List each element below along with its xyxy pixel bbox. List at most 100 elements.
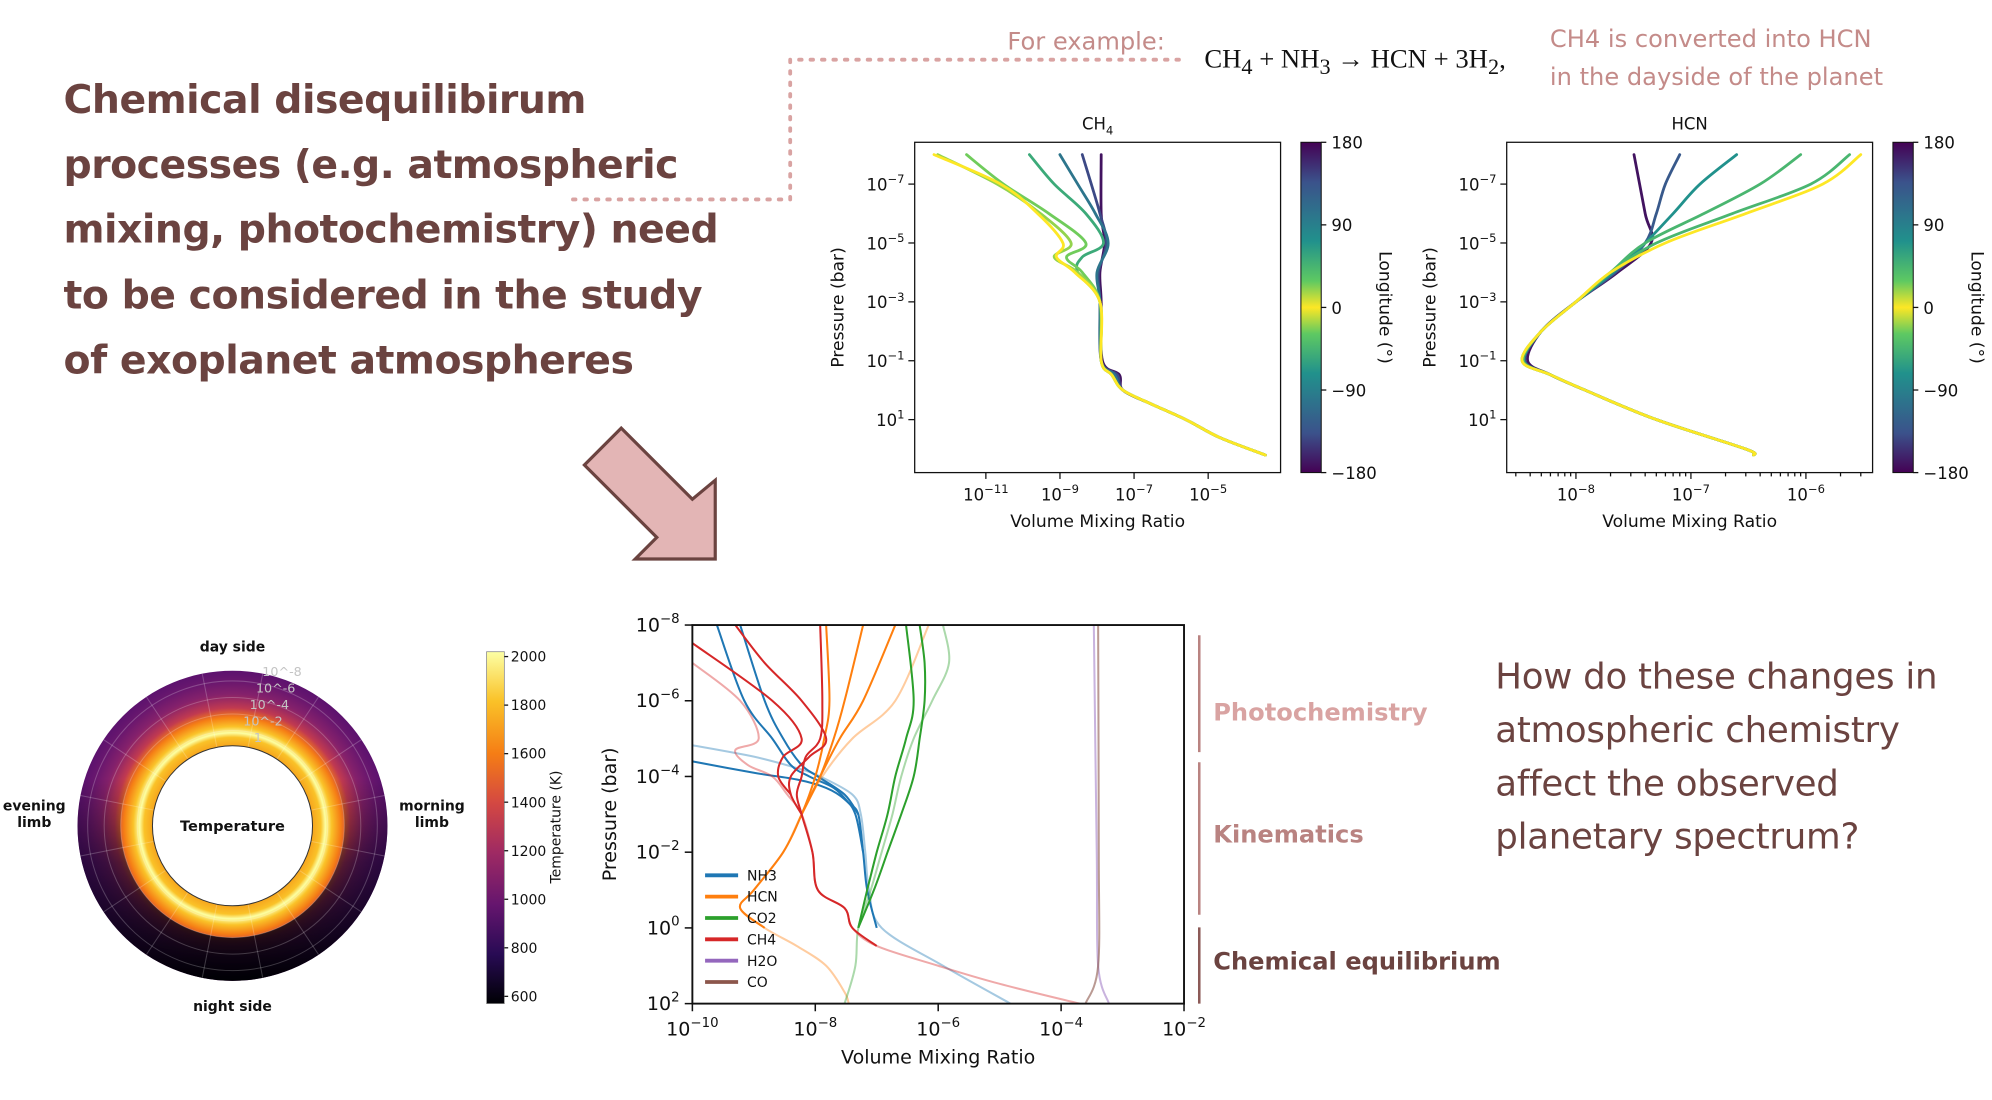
- y-tick-label: 101: [876, 408, 904, 430]
- colorbar-tick-label: 800: [511, 941, 538, 957]
- y-tick-label: 10−3: [867, 290, 905, 312]
- angular-grid-line: [80, 795, 155, 811]
- y-tick-label: 10−3: [1459, 290, 1497, 312]
- x-tick-label: 10−7: [1672, 482, 1710, 504]
- x-tick-label: 10−6: [916, 1016, 960, 1041]
- hcn-profile-chart: HCN 10−8 10−7 10−6 10−7 10−5 10−3 10−1 101 Volume…: [1421, 115, 1987, 533]
- radial-grid-circle: [136, 729, 329, 922]
- plot-frame: [914, 141, 1282, 474]
- question-line: affect the observed: [1495, 762, 1839, 805]
- colorbar-tick-label: 1400: [511, 795, 547, 811]
- stage-label-photochemistry: Photochemistry: [1213, 698, 1428, 727]
- series-line-ch4: [795, 625, 878, 947]
- x-tick-label: 10−11: [963, 482, 1008, 504]
- angular-grid-line: [103, 739, 167, 782]
- eq-part: ,: [1499, 43, 1506, 74]
- colorbar: [1300, 141, 1322, 474]
- example-label: For example:: [1007, 27, 1165, 56]
- y-tick-label: 10−1: [1459, 349, 1497, 371]
- colorbar-tick-label: 180: [1331, 134, 1363, 153]
- series-line-co2: [843, 625, 951, 1004]
- angular-grid-line: [247, 904, 264, 978]
- angular-grid-line: [276, 696, 320, 760]
- series-line: [1522, 153, 1757, 457]
- colorbar-tick-label: 180: [1923, 134, 1955, 153]
- y-tick-label: 10−2: [636, 839, 680, 864]
- eq-part: CH: [1204, 43, 1242, 74]
- x-tick-label: 10−8: [793, 1016, 837, 1041]
- legend-label: CH4: [747, 932, 776, 948]
- colorbar-tick-label: 90: [1331, 216, 1352, 235]
- angular-grid-line: [201, 904, 218, 978]
- angular-grid-line: [103, 869, 167, 913]
- y-tick-label: 10−6: [636, 688, 680, 713]
- x-tick-label: 10−8: [1557, 482, 1595, 504]
- colorbar: [486, 651, 505, 1005]
- colorbar-label: Temperature (K): [548, 771, 564, 885]
- series-group: [1520, 153, 1863, 457]
- angular-grid-line: [247, 673, 264, 748]
- legend: NH3 HCN CO2 CH4 H2O CO: [705, 868, 778, 991]
- series-line-nh3: [692, 744, 1011, 1004]
- colorbar-tick-label: 1600: [511, 747, 547, 763]
- series-line: [1526, 153, 1757, 457]
- eq-sub: 4: [1241, 53, 1253, 80]
- colorbar-tick-label: −90: [1331, 381, 1366, 400]
- angular-grid-line: [276, 892, 320, 955]
- colorbar: [1892, 141, 1914, 474]
- series-line-co2: [857, 625, 927, 929]
- y-axis-label: Pressure (bar): [1421, 247, 1441, 367]
- eq-sub: 2: [1487, 53, 1500, 80]
- angular-grid-line: [201, 673, 218, 748]
- species-profile-chart: 10−10 10−8 10−6 10−4 10−2 10−8 10−6 10−4 10−2 100…: [599, 612, 1206, 1069]
- reaction-equation: CH4 + NH3 → HCN + 3H2,: [1204, 43, 1505, 80]
- x-axis-label: Volume Mixing Ratio: [841, 1046, 1035, 1068]
- series-line: [1520, 153, 1863, 457]
- radial-grid-circle: [103, 696, 362, 955]
- ch4-profile-chart: CH4 10−11 10−9 10−7 10−5 10−7 10−5 10−3 10−1 101 V…: [829, 115, 1395, 533]
- morning-limb-label: limb: [415, 815, 449, 831]
- series-line: [1098, 153, 1267, 457]
- y-axis-label: Pressure (bar): [829, 247, 849, 367]
- series-line-co: [1084, 625, 1101, 1004]
- series-line: [932, 153, 1267, 457]
- day-side-label: day side: [200, 640, 266, 656]
- series-group: [932, 153, 1267, 457]
- center-label: Temperature: [180, 818, 285, 835]
- angular-grid-line: [145, 892, 189, 955]
- chart-title: HCN: [1672, 115, 1708, 134]
- question-line: planetary spectrum?: [1495, 815, 1860, 858]
- y-tick-label: 10−5: [867, 231, 905, 253]
- series-line: [965, 153, 1267, 457]
- x-tick-label: 10−10: [666, 1016, 718, 1041]
- plot-frame: [1506, 141, 1874, 474]
- note-line: CH4 is converted into HCN: [1549, 25, 1872, 54]
- night-side-label: night side: [193, 999, 272, 1015]
- x-tick-label: 10−7: [1115, 482, 1153, 504]
- series-line: [1028, 153, 1267, 457]
- title-line: of exoplanet atmospheres: [63, 337, 634, 384]
- title-line: processes (e.g. atmospheric: [63, 142, 679, 189]
- y-tick-label: 10−7: [867, 172, 905, 194]
- colorbar-tick-label: 0: [1923, 299, 1934, 318]
- colorbar-tick-label: 0: [1331, 299, 1342, 318]
- colorbar-tick-label: 1200: [511, 844, 547, 860]
- radial-tick-label: 10^-8: [262, 664, 301, 679]
- series-line-nh3: [715, 625, 878, 929]
- radial-tick-label: 10^-2: [243, 713, 282, 728]
- series-line: [1080, 153, 1267, 457]
- angular-grid-line: [310, 795, 385, 811]
- night-shading: [77, 670, 388, 981]
- colorbar-tick-label: 1800: [511, 698, 547, 714]
- y-tick-label: 102: [647, 990, 680, 1015]
- y-tick-label: 10−4: [636, 763, 680, 788]
- series-line-ch4: [692, 662, 1080, 1004]
- down-right-arrow-icon: [582, 425, 717, 561]
- stage-label-kinematics: Kinematics: [1213, 820, 1364, 849]
- question-line: atmospheric chemistry: [1495, 708, 1900, 751]
- dotted-connector: [569, 57, 1181, 202]
- morning-limb-label: morning: [399, 799, 465, 815]
- legend-label: NH3: [747, 868, 777, 884]
- title-line: mixing, photochemistry) need: [63, 207, 719, 253]
